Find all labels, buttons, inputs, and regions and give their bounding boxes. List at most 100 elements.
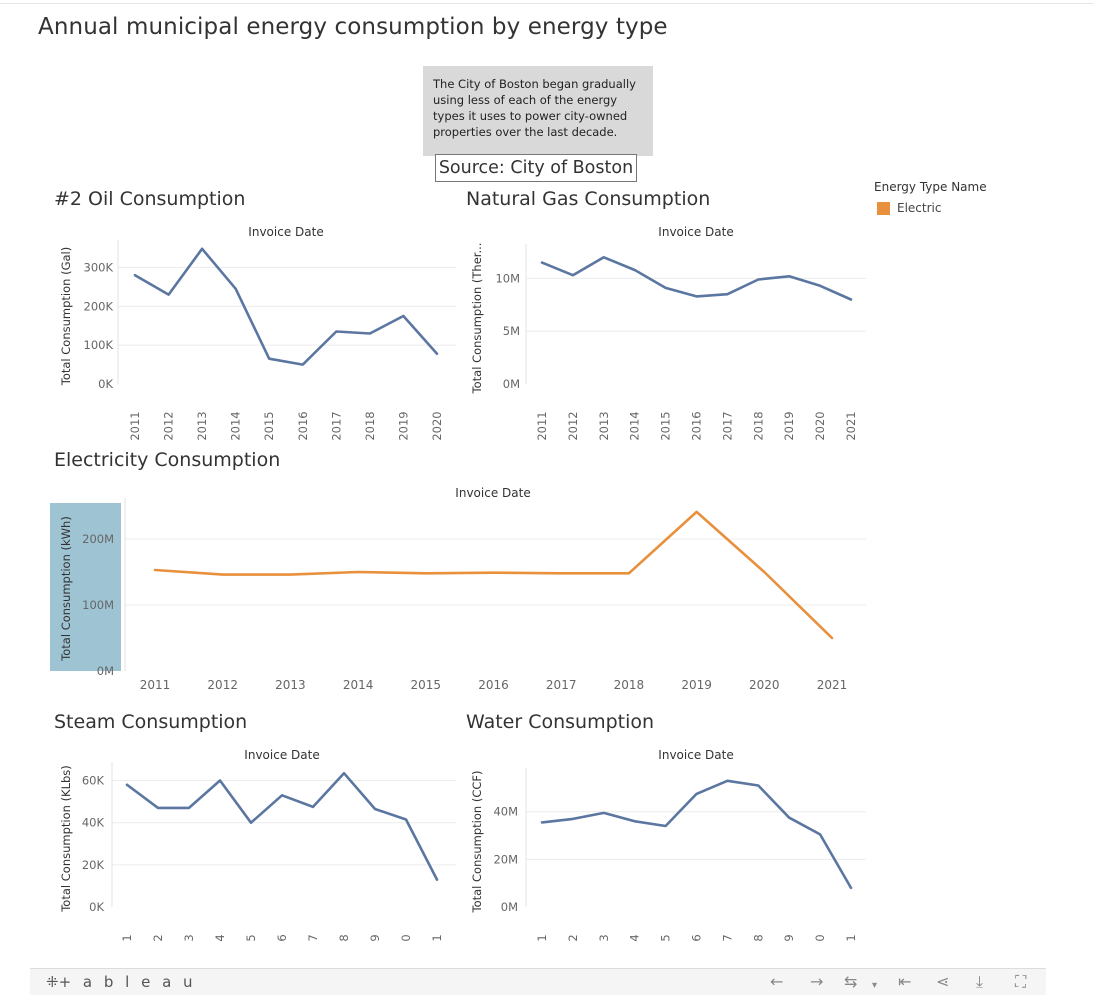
water-data-point: [664, 824, 668, 828]
water-data-point: [633, 819, 637, 823]
undo-icon[interactable]: ←: [770, 972, 784, 991]
gas-xtick-label: 2012: [566, 411, 580, 440]
dashboard-title: Annual municipal energy consumption by e…: [38, 14, 668, 40]
steam-data-point: [373, 807, 377, 811]
oil-data-point: [401, 314, 405, 318]
water-data-point: [818, 832, 822, 836]
oil-data-point: [200, 247, 204, 251]
oil-xtick-label: 2016: [296, 411, 310, 440]
water-xtick-label: 6: [690, 934, 704, 941]
gas-series-line: [540, 255, 853, 301]
water-ytick-label: 40M: [493, 805, 518, 819]
gas-ytick-label: 10M: [495, 271, 520, 285]
water-xtick-label: 1: [844, 934, 858, 941]
gas-xtick-label: 2021: [844, 411, 858, 440]
gas-xtick-label: 2015: [659, 411, 673, 440]
reset-icon[interactable]: ⇤: [898, 972, 912, 991]
legend-label: Electric: [897, 201, 942, 215]
electricity-xtick-label: 2011: [140, 678, 171, 692]
oil-xtick-label: 2020: [430, 411, 444, 440]
oil-data-point: [334, 330, 338, 334]
water-xtick-label: 1: [535, 934, 549, 941]
download-icon[interactable]: ⤓: [976, 972, 984, 991]
steam-ytick-label: 20K: [82, 858, 105, 872]
electricity-series-line: [153, 510, 834, 640]
steam-data-point: [187, 806, 191, 810]
electricity-chart-title: Electricity Consumption: [54, 449, 281, 471]
steam-ytick-label: 60K: [82, 774, 105, 788]
steam-data-point: [435, 878, 439, 882]
water-xtick-label: 5: [659, 934, 673, 941]
electricity-y-axis-title: Total Consumption (kWh): [59, 516, 73, 662]
steam-series-line: [125, 771, 439, 881]
tableau-logo[interactable]: ⁜+ a b l e a u: [46, 973, 197, 991]
steam-data-point: [280, 793, 284, 797]
steam-data-point: [156, 806, 160, 810]
oil-xtick-label: 2015: [262, 411, 276, 440]
oil-xtick-label: 2017: [329, 411, 343, 440]
water-xtick-label: 4: [628, 934, 642, 941]
oil-data-point: [368, 331, 372, 335]
steam-data-point: [218, 779, 222, 783]
oil-chart-title: #2 Oil Consumption: [54, 188, 246, 210]
redo-icon[interactable]: →: [810, 972, 824, 991]
electricity-data-point: [492, 571, 496, 575]
steam-xtick-label: 5: [244, 934, 258, 941]
revert-dropdown-icon[interactable]: ▾: [872, 980, 878, 991]
legend-title: Energy Type Name: [874, 180, 987, 194]
share-icon[interactable]: ⋖: [936, 972, 950, 991]
electricity-xtick-label: 2013: [275, 678, 306, 692]
oil-x-axis-title: Invoice Date: [248, 225, 323, 239]
electricity-data-point: [356, 570, 360, 574]
electricity-x-axis-title: Invoice Date: [455, 486, 530, 500]
oil-xtick-label: 2011: [128, 411, 142, 440]
steam-data-point: [249, 821, 253, 825]
oil-data-point: [301, 363, 305, 367]
water-data-point: [695, 792, 699, 796]
steam-xtick-label: 3: [182, 934, 196, 941]
electricity-data-point: [762, 570, 766, 574]
steam-chart-title: Steam Consumption: [54, 711, 248, 733]
water-data-point: [602, 811, 606, 815]
gas-chart-title: Natural Gas Consumption: [466, 188, 711, 210]
steam-data-point: [311, 805, 315, 809]
gas-data-point: [849, 298, 853, 302]
oil-xtick-label: 2013: [195, 411, 209, 440]
gas-xtick-label: 2019: [782, 411, 796, 440]
source-text: Source: City of Boston: [435, 154, 637, 182]
water-xtick-label: 8: [751, 934, 765, 941]
gas-data-point: [818, 284, 822, 288]
oil-data-point: [167, 293, 171, 297]
water-ytick-label: 20M: [493, 852, 518, 866]
steam-xtick-label: 2: [151, 934, 165, 941]
water-data-point: [571, 817, 575, 821]
steam-y-axis-title: Total Consumption (KLbs): [59, 765, 73, 913]
water-ytick-label: 0M: [501, 900, 518, 914]
gas-ytick-label: 0M: [503, 377, 520, 391]
electricity-xtick-label: 2021: [817, 678, 848, 692]
water-series-line: [540, 779, 853, 890]
oil-ytick-label: 200K: [84, 299, 114, 313]
electricity-ytick-label: 200M: [82, 532, 114, 546]
tableau-toolbar: ⁜+ a b l e a u ← → ⇆ ▾ ⇤ ⋖ ⤓ ⛶: [30, 968, 1046, 995]
oil-data-point: [267, 357, 271, 361]
electricity-ytick-label: 0M: [97, 664, 114, 678]
revert-icon[interactable]: ⇆: [844, 972, 858, 991]
electricity-axis-highlight: [50, 503, 121, 671]
water-xtick-label: 3: [597, 934, 611, 941]
legend-item-electric[interactable]: Electric: [874, 201, 987, 215]
oil-ytick-label: 0K: [98, 377, 113, 391]
gas-ytick-label: 5M: [503, 324, 520, 338]
oil-ytick-label: 300K: [84, 260, 114, 274]
electricity-xtick-label: 2016: [478, 678, 509, 692]
fullscreen-icon[interactable]: ⛶: [1015, 972, 1027, 991]
oil-ytick-label: 100K: [84, 338, 114, 352]
electricity-data-point: [424, 571, 428, 575]
steam-data-point: [404, 818, 408, 822]
electricity-xtick-label: 2019: [681, 678, 712, 692]
gas-xtick-label: 2011: [535, 411, 549, 440]
water-xtick-label: 9: [782, 934, 796, 941]
electricity-xtick-label: 2017: [546, 678, 577, 692]
steam-xtick-label: 4: [213, 934, 227, 941]
